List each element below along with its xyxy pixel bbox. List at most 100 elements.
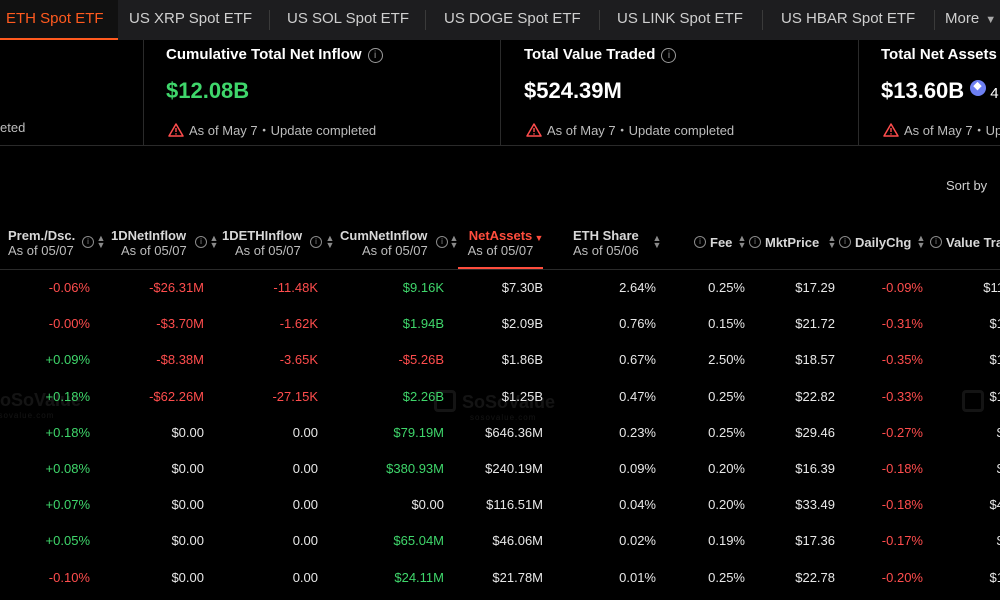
cell-net-assets: $1.86B [501,352,543,368]
col-label: MktPrice [765,235,820,250]
cell-chg: -0.17% [881,533,923,549]
cell-price: $17.29 [795,280,835,295]
col-net-assets[interactable]: NetAssets As of 05/07 [458,228,543,269]
info-icon[interactable]: i [195,236,207,248]
more-tabs-dropdown[interactable]: More ▼ [945,0,996,40]
sort-icon[interactable]: ▲ ▼ [737,233,747,250]
cell-net-assets: $21.78M [492,569,543,585]
sort-icon[interactable]: ▲ ▼ [96,233,106,250]
col-sub: As of 05/06 [573,243,639,258]
cell-prem: -0.00% [48,316,90,332]
cell-share: 0.02% [619,533,656,549]
info-icon[interactable]: i [694,236,706,248]
cell-net-assets: $646.36M [485,424,543,440]
cell-eth-inflow: 0.00 [292,533,318,549]
tab-divider [934,10,935,30]
tab-eth-spot-etf[interactable]: ETH Spot ETF [0,0,118,40]
card-note-text: As of May 7・Update completed [547,123,735,138]
cell-prem: +0.09% [45,352,90,368]
col-1d-eth-inflow[interactable]: 1DETHInflow As of 05/07 [222,228,302,258]
info-icon[interactable]: i [749,236,761,248]
card-note: As of May 7・Update completed [526,120,734,139]
cell-inflow: $0.00 [171,461,204,476]
tab-us-xrp-spot-etf[interactable]: US XRP Spot ETF [129,0,252,40]
tab-divider [425,10,426,30]
tab-us-sol-spot-etf[interactable]: US SOL Spot ETF [287,0,409,40]
tab-divider [269,10,270,30]
col-mkt-price[interactable]: MktPrice [765,235,819,250]
cell-price: $22.82 [795,388,835,404]
sort-icon[interactable]: ▲ ▼ [449,233,459,250]
watermark-text: SoSoValue [0,390,82,410]
col-label: 1DETHInflow [222,228,303,243]
cell-vt: $4 [989,497,1000,513]
cell-price: $33.49 [795,497,835,513]
tab-us-doge-spot-etf[interactable]: US DOGE Spot ETF [444,0,581,40]
cell-cum: $9.16K [402,280,444,295]
info-icon[interactable]: i [82,236,94,248]
cell-fee: 0.20% [708,497,745,513]
cell-price: $21.72 [795,316,835,332]
col-prem-dsc[interactable]: Prem./Dsc. As of 05/07 [8,228,75,258]
col-label: Fee [710,235,733,250]
tab-label: US DOGE Spot ETF [444,10,581,27]
cell-fee: 0.15% [708,316,745,332]
cell-vt: $ [997,461,1000,476]
col-sub: As of 05/07 [235,243,301,258]
info-icon[interactable]: i [367,48,383,63]
cell-share: 0.23% [619,424,656,440]
card-value: $524.39M [524,78,622,103]
cell-fee: 0.25% [708,388,745,404]
col-1d-net-inflow[interactable]: 1DNetInflow As of 05/07 [111,228,187,258]
sort-icon[interactable]: ▲ ▼ [916,233,926,250]
card-value: $13.60B 4 [881,78,999,104]
sort-icon[interactable]: ▲ ▼ [652,233,662,250]
col-value-traded[interactable]: Value Tra [946,235,1000,250]
sort-by-dropdown[interactable]: Sort by [946,178,988,193]
cell-chg: -0.31% [881,316,923,332]
info-icon[interactable]: i [930,236,942,248]
cell-inflow: -$3.70M [156,316,204,332]
cell-inflow: -$8.38M [156,352,204,368]
watermark [962,390,990,413]
cell-chg: -0.35% [881,352,923,368]
info-icon[interactable]: i [661,48,677,63]
cell-prem: +0.05% [45,533,90,549]
sort-desc-icon[interactable]: ▼ [534,233,544,243]
col-sub: As of 05/07 [362,243,428,258]
cell-prem: -0.06% [48,280,90,295]
info-icon[interactable]: i [310,236,322,248]
card-note-text: As of May 7・Update completed [189,123,377,138]
tab-us-link-spot-etf[interactable]: US LINK Spot ETF [617,0,743,40]
cell-prem: +0.08% [45,461,90,476]
more-label: More [945,10,980,27]
cell-fee: 0.20% [708,461,745,476]
tab-us-hbar-spot-etf[interactable]: US HBAR Spot ETF [781,0,915,40]
col-label: Value Tra [946,235,1000,250]
cell-cum: -$5.26B [398,352,444,368]
cell-vt: $1 [989,388,1000,404]
cell-chg: -0.33% [881,388,923,404]
col-cum-net-inflow[interactable]: CumNetInflow As of 05/07 [340,228,428,258]
col-daily-chg[interactable]: DailyChg [855,235,911,250]
info-icon[interactable]: i [839,236,851,248]
sort-icon[interactable]: ▲ ▼ [325,233,335,250]
cell-share: 0.01% [619,569,656,585]
cell-cum: $79.19M [393,424,444,440]
cell-fee: 0.19% [708,533,745,549]
col-label: Prem./Dsc. [8,228,76,243]
cell-net-assets: $2.09B [501,316,543,332]
col-eth-share[interactable]: ETH Share As of 05/06 [573,228,639,258]
col-fee[interactable]: Fee [710,235,732,250]
col-label: NetAssets [468,228,533,243]
cell-chg: -0.09% [881,280,923,295]
sort-icon[interactable]: ▲ ▼ [209,233,219,250]
cell-price: $16.39 [795,461,835,476]
info-icon[interactable]: i [436,236,448,248]
cell-prem: -0.10% [48,569,90,585]
sort-icon[interactable]: ▲ ▼ [827,233,837,250]
warning-icon [168,123,184,137]
col-label: 1DNetInflow [111,228,187,243]
